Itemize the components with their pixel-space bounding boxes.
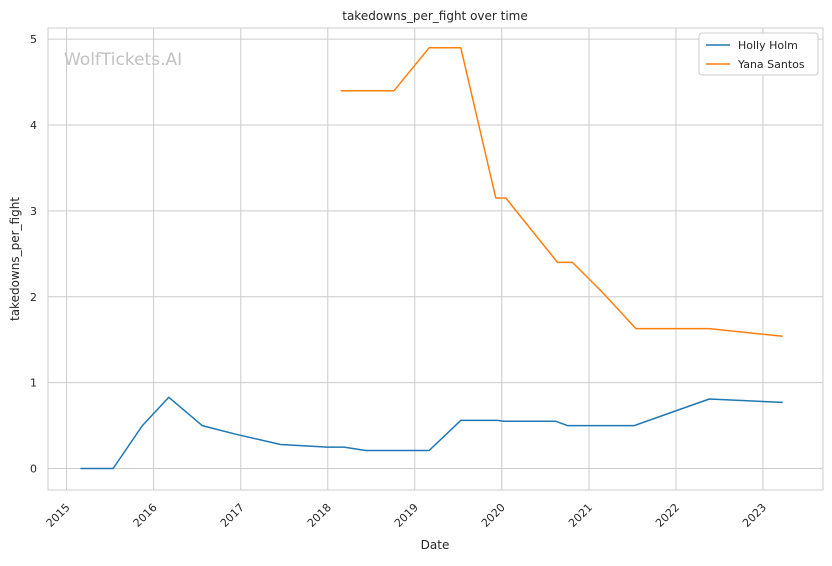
x-tick-label: 2015: [44, 501, 73, 530]
y-tick-label: 1: [30, 377, 37, 390]
y-tick-label: 4: [30, 119, 37, 132]
legend-label-yana-santos: Yana Santos: [737, 58, 805, 71]
legend-label-holly-holm: Holly Holm: [738, 39, 798, 52]
chart-title: takedowns_per_fight over time: [342, 9, 528, 23]
x-tick-label: 2020: [479, 501, 508, 530]
y-tick-label: 0: [30, 463, 37, 476]
x-tick-label: 2021: [566, 501, 595, 530]
x-tick-label: 2019: [392, 501, 421, 530]
y-tick-label: 2: [30, 291, 37, 304]
y-axis-label: takedowns_per_fight: [8, 197, 22, 321]
series-line-holly-holm: [80, 396, 783, 470]
series-line-yana-santos: [340, 47, 783, 338]
x-tick-label: 2023: [740, 501, 769, 530]
y-tick-label: 5: [30, 33, 37, 46]
plot-frame: [47, 27, 824, 491]
x-tick-label: 2017: [218, 501, 247, 530]
legend: Holly Holm Yana Santos: [698, 32, 819, 76]
y-tick-label: 3: [30, 205, 37, 218]
x-tick-label: 2022: [653, 501, 682, 530]
watermark: WolfTickets.AI: [64, 50, 182, 70]
x-tick-label: 2016: [131, 501, 160, 530]
x-axis-label: Date: [421, 538, 450, 552]
x-tick-label: 2018: [305, 501, 334, 530]
